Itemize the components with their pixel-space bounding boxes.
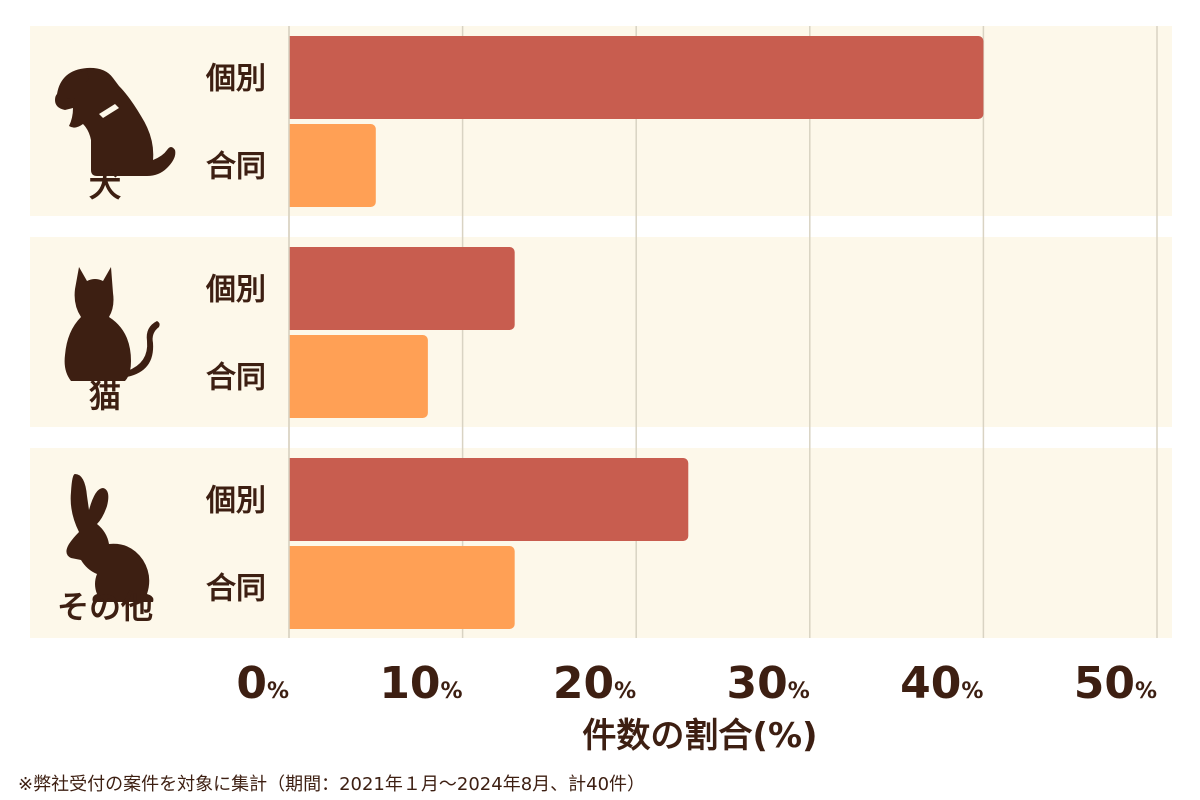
bar-label: 合同 <box>206 150 266 185</box>
bar-individual <box>289 36 984 119</box>
rabbit-icon <box>66 474 154 602</box>
x-tick-unit: % <box>961 679 983 704</box>
x-tick-label: 20% <box>553 658 636 709</box>
x-tick-unit: % <box>614 679 636 704</box>
dog-icon <box>55 67 176 176</box>
x-tick-unit: % <box>441 679 463 704</box>
bar-label: 個別 <box>205 484 266 519</box>
category-band <box>30 237 1172 427</box>
x-tick-unit: % <box>267 679 289 704</box>
group-label: 犬 <box>89 166 121 204</box>
x-tick-label: 10% <box>379 658 462 709</box>
dog-ear <box>61 70 89 100</box>
bar-label: 合同 <box>206 361 266 396</box>
x-tick-unit: % <box>788 679 810 704</box>
bar-joint <box>289 335 428 418</box>
cat-icon <box>64 267 160 381</box>
bar-joint <box>289 546 515 629</box>
x-tick-number: 10 <box>379 658 440 709</box>
x-tick-number: 0 <box>236 658 267 709</box>
bar-corner <box>289 546 295 629</box>
bar-individual <box>289 458 689 541</box>
bar-corner <box>289 247 295 330</box>
cat-body <box>64 267 131 381</box>
bar-corner <box>289 124 295 207</box>
bar-joint <box>289 124 376 207</box>
cat-tail <box>127 321 160 377</box>
group-label: その他 <box>57 588 153 626</box>
bar-label: 個別 <box>205 62 266 97</box>
bar-individual <box>289 247 515 330</box>
bar-corner <box>289 458 295 541</box>
x-tick-number: 30 <box>727 658 788 709</box>
bar-label: 合同 <box>206 572 266 607</box>
dog-collar <box>99 104 119 118</box>
bar-corner <box>289 36 295 119</box>
x-tick-label: 50% <box>1074 658 1157 709</box>
x-tick-number: 40 <box>900 658 961 709</box>
x-tick-label: 30% <box>727 658 810 709</box>
x-tick-label: 40% <box>900 658 983 709</box>
rabbit-icon <box>66 474 154 602</box>
bar-label: 個別 <box>205 273 266 308</box>
footnote: ※弊社受付の案件を対象に集計（期間：2021年１月～2024年8月、計40件） <box>18 774 646 795</box>
x-axis-title: 件数の割合(%) <box>582 716 818 756</box>
dog-icon <box>55 67 176 176</box>
x-tick-label: 0% <box>236 658 289 709</box>
group-label: 猫 <box>89 377 121 415</box>
x-tick-number: 20 <box>553 658 614 709</box>
bar-corner <box>289 335 295 418</box>
x-tick-number: 50 <box>1074 658 1135 709</box>
x-tick-unit: % <box>1135 679 1157 704</box>
